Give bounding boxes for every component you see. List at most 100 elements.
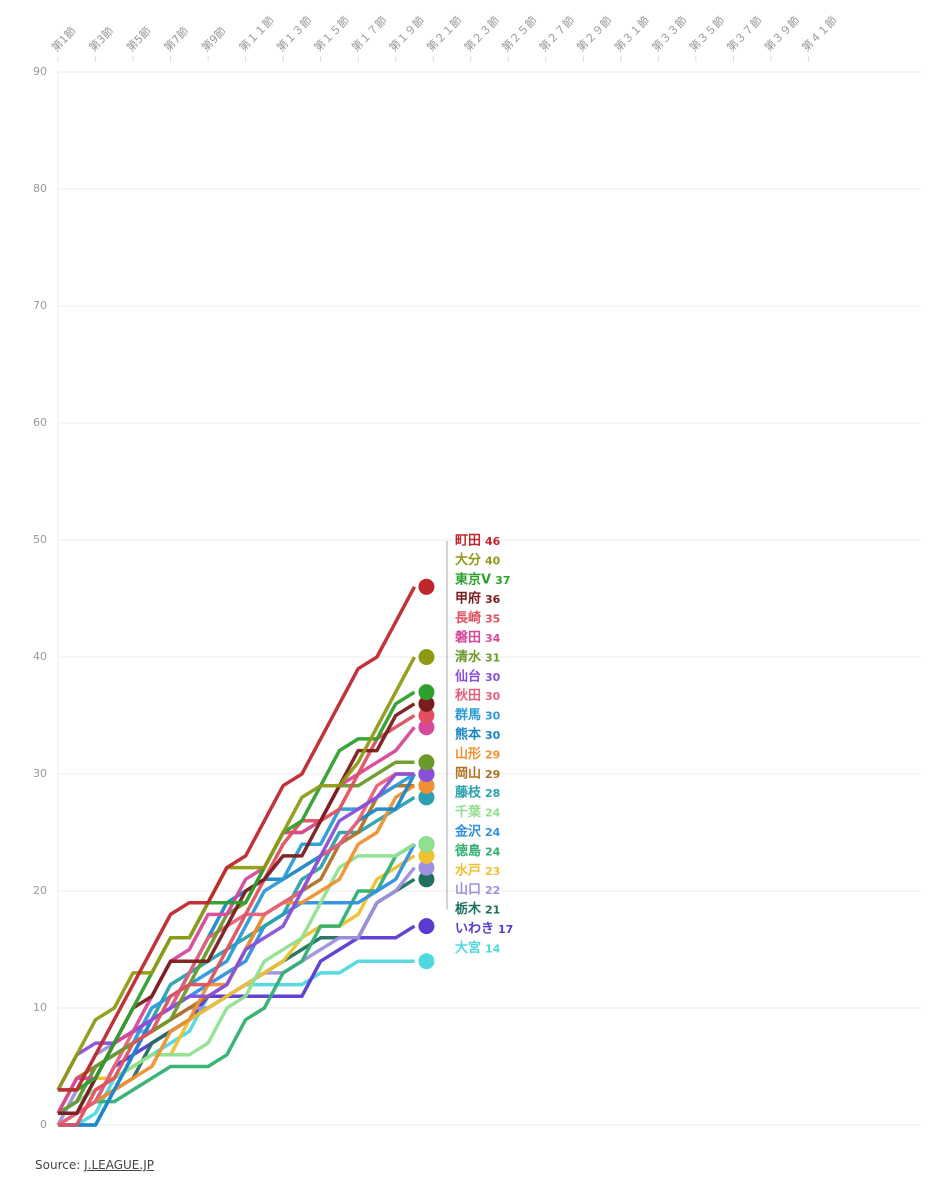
legend-name: いわき [455,922,494,937]
y-tick-label: 80 [33,182,47,195]
series-line [56,656,417,1091]
legend-value: 29 [485,748,500,761]
end-dot [418,649,435,665]
legend-name: 熊本 [455,727,481,743]
legend-value: 17 [498,923,513,936]
legend-name: 磐田 [455,630,481,646]
x-tick-label: 第３１節 [611,13,652,54]
y-tick-label: 10 [33,1001,47,1014]
end-dot [418,578,435,595]
x-tick-label: 第7節 [161,24,191,54]
legend-value: 24 [485,807,501,820]
end-dot [418,953,435,970]
series-line [58,585,417,1092]
x-tick-label: 第１９節 [386,13,427,54]
legend-value: 30 [485,671,501,684]
legend-value: 31 [485,651,500,664]
x-tick-label: 第5節 [123,24,153,54]
end-dot [418,766,435,782]
x-tick-label: 第３９節 [761,13,802,54]
legend-name: 千葉 [455,804,482,820]
legend-value: 46 [485,535,501,548]
legend-name: 金沢 [454,824,482,840]
page: {"chart_data": {"type": "line", "x": [1,… [33,13,921,1172]
source-label: Source: [35,1158,81,1172]
series-line [57,842,416,1115]
series-line [56,783,415,1115]
end-dot [418,847,435,864]
legend-name: 栃木 [455,901,482,917]
legend-name: 東京V [455,571,491,587]
x-tick-label: 第２７節 [536,13,577,54]
x-tick-label: 第３３節 [649,13,690,54]
y-tick-label: 0 [40,1118,47,1131]
y-tick-label: 70 [33,299,47,312]
series-line [57,772,415,1127]
x-tick-label: 第２３節 [461,13,502,54]
series-line [58,795,416,1116]
legend-value: 24 [485,826,501,839]
legend-name: 藤枝 [455,785,482,801]
y-tick-label: 40 [33,650,47,663]
x-tick-label: 第１３節 [273,13,314,54]
x-tick-label: 第３５節 [686,13,727,54]
legend-name: 甲府 [455,591,481,607]
end-dot [418,859,435,876]
x-tick-label: 第３７節 [724,13,765,54]
legend-value: 37 [495,574,510,587]
series-line [58,714,416,1127]
legend-value: 24 [485,845,501,858]
x-tick-label: 第２１節 [424,13,465,54]
legend-name: 大宮 [455,940,481,956]
legend-name: 長崎 [455,610,481,626]
x-tick-label: 第１７節 [349,13,390,54]
legend-value: 22 [485,884,500,897]
end-dot [418,707,435,724]
legend-value: 21 [485,904,500,917]
x-tick-label: 第２９節 [574,13,615,54]
end-dot [418,918,435,935]
x-tick-label: 第１１節 [236,13,277,54]
series-line [58,924,416,1116]
x-tick-label: 第１５節 [311,13,352,54]
x-tick-label: 第1節 [48,24,78,54]
source: Source: J.LEAGUE.JP [35,1158,154,1172]
legend-name: 徳島 [454,843,481,859]
y-tick-label: 30 [33,767,47,780]
x-tick-label: 第3節 [86,24,116,54]
legend-value: 30 [485,710,501,723]
legend-value: 28 [485,787,500,800]
series-line [58,690,416,1092]
legend-name: 岡山 [455,765,481,781]
legend-value: 30 [485,729,501,742]
legend-value: 29 [485,768,500,781]
x-tick-label: 第２５節 [499,13,540,54]
series-line [57,842,416,1127]
end-dot [418,789,435,806]
end-dot [418,719,435,736]
source-link[interactable]: J.LEAGUE.JP [84,1158,154,1172]
y-tick-label: 90 [33,65,47,78]
legend-name: 水戸 [455,862,481,878]
legend-value: 36 [485,593,501,606]
legend-name: 山口 [455,882,481,898]
legend-name: 大分 [455,552,481,568]
end-dot [418,777,435,794]
legend-value: 34 [485,632,501,645]
y-tick-label: 50 [33,533,47,546]
y-tick-label: 60 [33,416,47,429]
legend-value: 30 [485,690,501,703]
legend-name: 群馬 [455,707,481,723]
y-tick-label: 20 [33,884,47,897]
end-dot [418,754,435,771]
end-dot [418,684,435,701]
legend-value: 40 [485,554,501,567]
series-line [56,726,416,1115]
legend-name: 山形 [455,746,481,762]
x-tick-label: 第9節 [198,24,228,54]
legend-name: 仙台 [455,668,481,684]
legend-value: 14 [485,942,501,955]
x-tick-label: 第４１節 [799,13,840,54]
end-dot [418,836,435,853]
